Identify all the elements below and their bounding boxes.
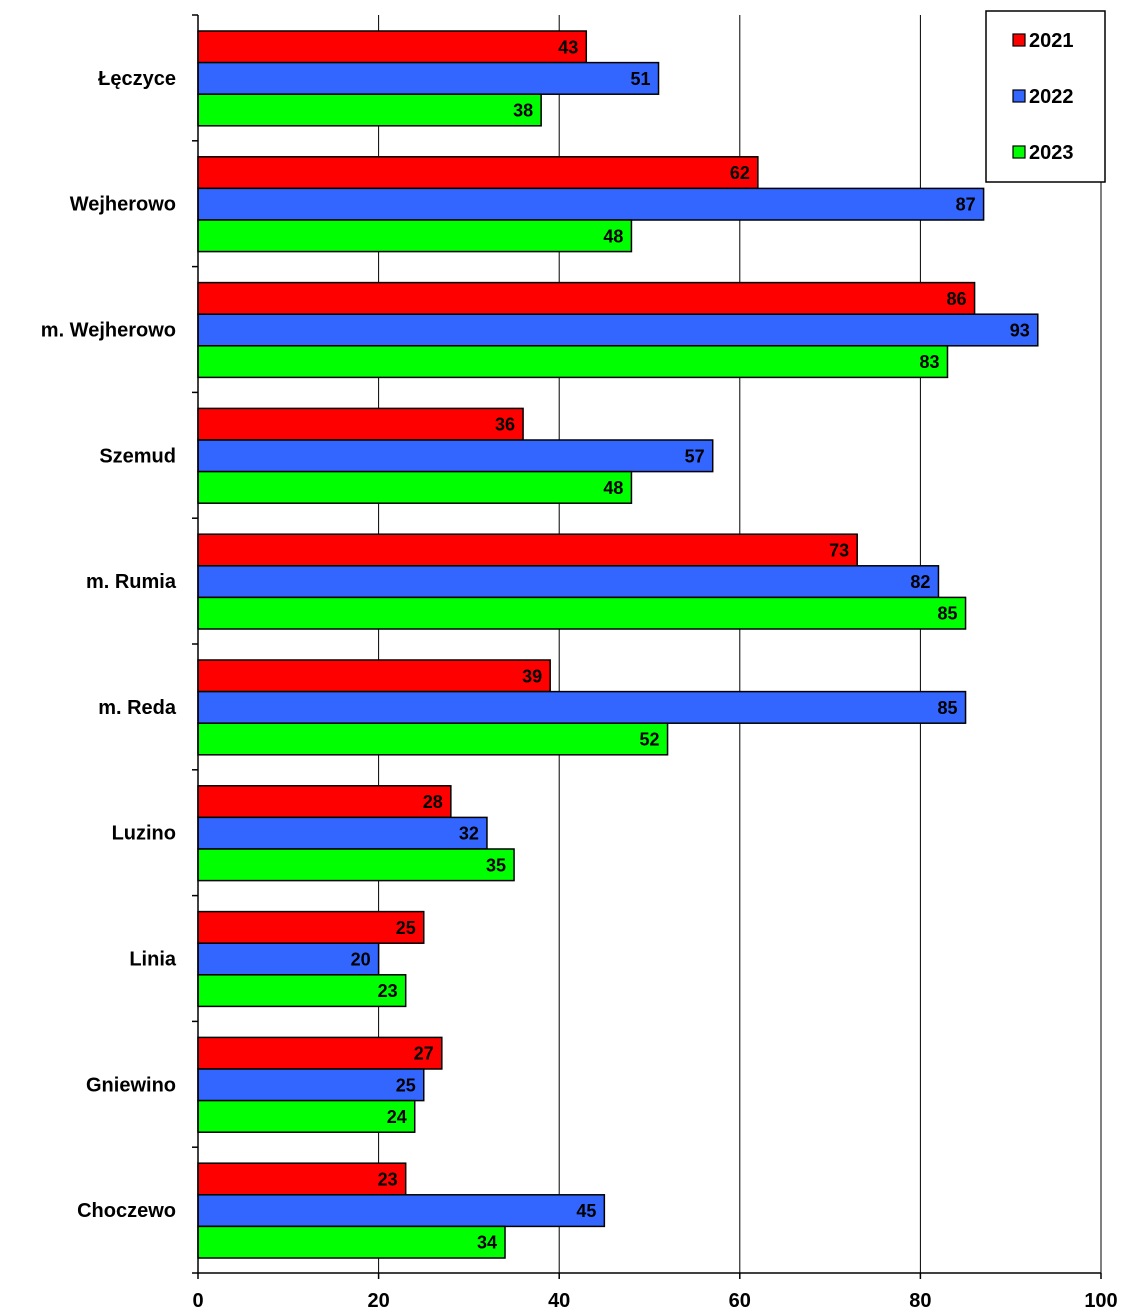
data-label-2023-8: 24 (387, 1107, 407, 1127)
bar-2022-3 (197, 439, 714, 473)
bar-2021-5 (197, 659, 551, 693)
data-label-2023-3: 48 (603, 478, 623, 498)
legend-label-2021: 2021 (1029, 30, 1074, 52)
bar-2021-7 (197, 910, 425, 944)
x-tick-labels: 0 20 40 60 80 100 (192, 1290, 1117, 1312)
data-label-2021-7: 25 (396, 918, 416, 938)
bar-2021-0 (197, 30, 588, 64)
bar-2023-2 (197, 345, 949, 379)
category-label-3: Szemud (99, 445, 176, 467)
legend-label-2023: 2023 (1029, 142, 1074, 164)
bar-2022-9 (197, 1194, 606, 1228)
legend-swatch-2023 (1012, 145, 1026, 159)
data-label-2022-0: 51 (630, 69, 650, 89)
x-tick-label-100: 100 (1084, 1290, 1117, 1312)
data-label-2023-6: 35 (486, 855, 506, 875)
data-label-2022-3: 57 (685, 446, 705, 466)
legend-swatch-2022 (1012, 89, 1026, 103)
data-label-2023-5: 52 (640, 730, 660, 750)
bar-2022-0 (197, 61, 660, 95)
x-tick-label-40: 40 (548, 1290, 570, 1312)
legend-label-2022: 2022 (1029, 86, 1074, 108)
data-label-2022-9: 45 (576, 1201, 596, 1221)
data-label-2021-5: 39 (522, 666, 542, 686)
data-label-2021-0: 43 (558, 37, 578, 57)
bar-2021-4 (197, 533, 858, 567)
x-tick-label-20: 20 (367, 1290, 389, 1312)
data-label-2022-4: 82 (910, 572, 930, 592)
category-label-6: Luzino (112, 823, 176, 845)
category-label-7: Linia (129, 949, 177, 971)
bar-2022-2 (197, 313, 1039, 347)
bar-2023-4 (197, 596, 967, 630)
data-label-2022-1: 87 (956, 195, 976, 215)
bar-2021-2 (197, 281, 976, 315)
data-label-2023-2: 83 (919, 352, 939, 372)
category-label-2: m. Wejherowo (41, 320, 176, 342)
legend-swatch-2021 (1012, 33, 1026, 47)
data-label-2023-7: 23 (378, 981, 398, 1001)
bar-2021-1 (197, 156, 759, 190)
data-label-2021-3: 36 (495, 415, 515, 435)
data-label-2023-1: 48 (603, 226, 623, 246)
data-label-2021-2: 86 (947, 289, 967, 309)
bar-2023-3 (197, 470, 633, 504)
bar-2021-8 (197, 1036, 443, 1070)
bar-2023-1 (197, 219, 633, 253)
data-label-2022-6: 32 (459, 824, 479, 844)
bars-group: 43 51 38 62 87 48 86 93 83 36 57 48 73 82 85 39 85 52 28 32… (197, 30, 1039, 1259)
category-labels: Łęczyce Wejherowo m. Wejherowo Szemud m. Rum… (41, 68, 177, 1222)
bar-2022-8 (197, 1068, 425, 1102)
data-label-2023-9: 34 (477, 1233, 497, 1253)
data-label-2021-6: 28 (423, 792, 443, 812)
legend: 2021 2022 2023 (985, 10, 1106, 183)
bar-2021-3 (197, 407, 524, 441)
bar-2022-6 (197, 816, 488, 850)
category-label-1: Wejherowo (70, 194, 176, 216)
category-label-0: Łęczyce (98, 68, 176, 90)
bar-2022-1 (197, 187, 985, 221)
bar-2022-5 (197, 690, 967, 724)
bar-2022-4 (197, 565, 940, 599)
x-tick-label-80: 80 (909, 1290, 931, 1312)
x-tick-label-0: 0 (192, 1290, 203, 1312)
category-label-5: m. Reda (98, 697, 177, 719)
data-label-2023-4: 85 (938, 604, 958, 624)
data-label-2022-5: 85 (938, 698, 958, 718)
bar-2023-5 (197, 722, 669, 756)
legend-box (985, 10, 1106, 183)
bar-2023-6 (197, 848, 515, 882)
data-label-2021-8: 27 (414, 1044, 434, 1064)
data-label-2023-0: 38 (513, 101, 533, 121)
category-label-8: Gniewino (86, 1074, 176, 1096)
data-label-2021-1: 62 (730, 163, 750, 183)
category-label-9: Choczewo (77, 1200, 176, 1222)
data-label-2022-2: 93 (1010, 321, 1030, 341)
x-tick-label-60: 60 (729, 1290, 751, 1312)
bar-2023-9 (197, 1225, 506, 1259)
bar-2023-0 (197, 93, 542, 127)
bar-2021-9 (197, 1162, 407, 1196)
bar-2021-6 (197, 785, 452, 819)
data-label-2021-9: 23 (378, 1170, 398, 1190)
data-label-2021-4: 73 (829, 541, 849, 561)
data-label-2022-7: 20 (351, 950, 371, 970)
category-label-4: m. Rumia (86, 571, 177, 593)
data-label-2022-8: 25 (396, 1075, 416, 1095)
axes-group (192, 14, 1102, 1279)
bar-2023-8 (197, 1099, 416, 1133)
bar-2023-7 (197, 974, 407, 1008)
